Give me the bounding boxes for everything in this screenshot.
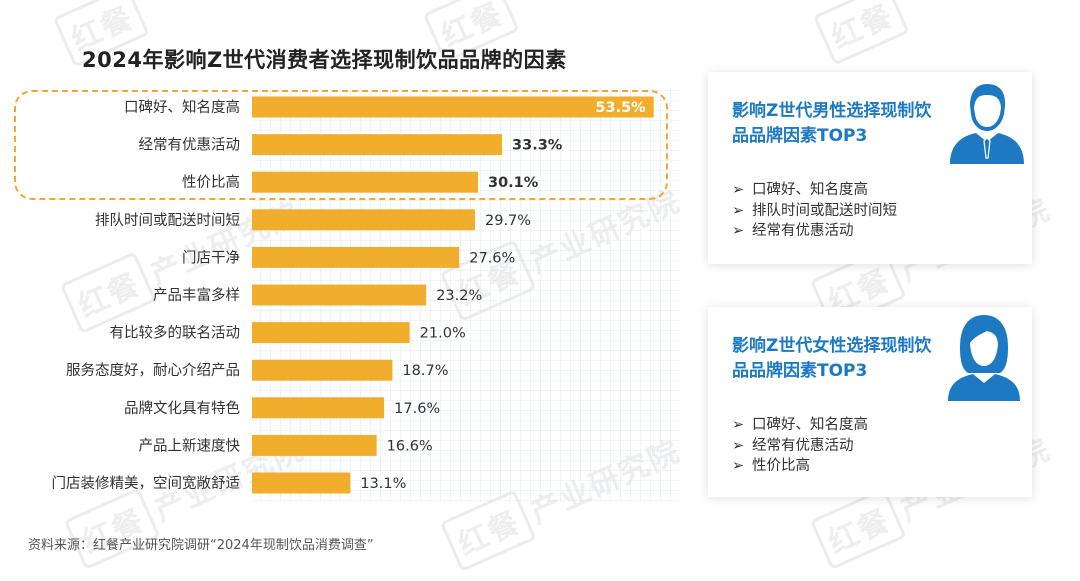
list-item: ➢ 经常有优惠活动 [732,221,897,242]
female-item-text: 经常有优惠活动 [752,437,854,454]
value-label: 17.6% [394,401,440,417]
list-item: ➢ 经常有优惠活动 [732,436,868,457]
category-label: 口碑好、知名度高 [124,99,240,116]
female-item-text: 性价比高 [752,458,810,474]
bar [252,322,410,344]
arrow-bullet-icon: ➢ [732,182,745,198]
female-user-icon [940,307,1028,405]
male-item-text: 经常有优惠活动 [752,223,854,239]
category-label: 门店干净 [182,249,240,266]
male-user-icon [944,78,1030,168]
value-label: 29.7% [485,213,531,229]
bar [252,171,479,193]
value-label: 27.6% [469,250,515,266]
bar-chart: 口碑好、知名度高 53.5% 经常有优惠活动 33.3% 性价比高 30.1% 排队时间或配… [52,88,680,502]
list-item: ➢ 口碑好、知名度高 [732,415,868,436]
female-card-title: 影响Z世代女性选择现制饮品品牌因素TOP3 [732,336,932,381]
arrow-bullet-icon: ➢ [732,458,745,474]
category-label: 服务态度好，耐心介绍产品 [66,362,240,379]
arrow-bullet-icon: ➢ [732,417,745,433]
category-label: 品牌文化具有特色 [124,400,240,417]
male-item-text: 排队时间或配送时间短 [752,202,897,219]
bar [252,359,393,381]
arrow-bullet-icon: ➢ [732,202,745,219]
value-label: 30.1% [488,175,539,191]
value-label: 33.3% [512,138,563,154]
watermark-seal: 红餐 [812,0,910,66]
arrow-bullet-icon: ➢ [732,223,745,239]
bar [252,284,427,306]
category-label: 有比较多的联名活动 [110,324,241,342]
bar [252,472,351,494]
chart-title: 2024年影响Z世代消费者选择现制饮品品牌的因素 [82,48,567,72]
watermark: 红餐 [812,0,915,66]
male-top3-card: 影响Z世代男性选择现制饮品品牌因素TOP3 ➢ 口碑好、知名度高 ➢ 排队时间或配送… [708,72,1032,264]
category-label: 门店装修精美，空间宽敞舒适 [52,475,241,492]
category-label: 排队时间或配送时间短 [95,212,240,229]
male-top3-list: ➢ 口碑好、知名度高 ➢ 排队时间或配送时间短 ➢ 经常有优惠活动 [732,180,897,242]
female-top3-list: ➢ 口碑好、知名度高 ➢ 经常有优惠活动 ➢ 性价比高 [732,415,868,477]
watermark-seal: 红餐 [809,487,907,571]
source-note: 资料来源：红餐产业研究院调研“2024年现制饮品消费调查” [28,538,374,553]
bar [252,246,460,268]
category-label: 产品上新速度快 [139,437,241,454]
list-item: ➢ 性价比高 [732,456,868,477]
male-card-title: 影响Z世代男性选择现制饮品品牌因素TOP3 [732,101,932,146]
arrow-bullet-icon: ➢ [732,437,745,454]
value-label: 18.7% [402,363,448,379]
bars-layer: 口碑好、知名度高 53.5% 经常有优惠活动 33.3% 性价比高 30.1% 排队时间或配… [52,96,654,494]
value-label: 16.6% [387,438,433,454]
female-item-text: 口碑好、知名度高 [752,417,868,433]
value-label: 53.5% [595,100,646,116]
bar [252,209,476,231]
value-label: 13.1% [360,476,406,492]
value-label: 23.2% [436,288,482,304]
bar [252,96,654,118]
bar [252,134,503,156]
value-label: 21.0% [420,326,466,342]
category-label: 性价比高 [182,174,240,191]
male-item-text: 口碑好、知名度高 [752,182,868,198]
female-top3-card: 影响Z世代女性选择现制饮品品牌因素TOP3 ➢ 口碑好、知名度高 ➢ 经常有优惠活动… [708,307,1032,497]
list-item: ➢ 口碑好、知名度高 [732,180,897,201]
list-item: ➢ 排队时间或配送时间短 [732,201,897,222]
bar [252,397,385,419]
top3-highlight-box [14,90,668,200]
category-label: 产品丰富多样 [153,286,240,304]
bar [252,434,377,456]
category-label: 经常有优惠活动 [139,137,241,154]
